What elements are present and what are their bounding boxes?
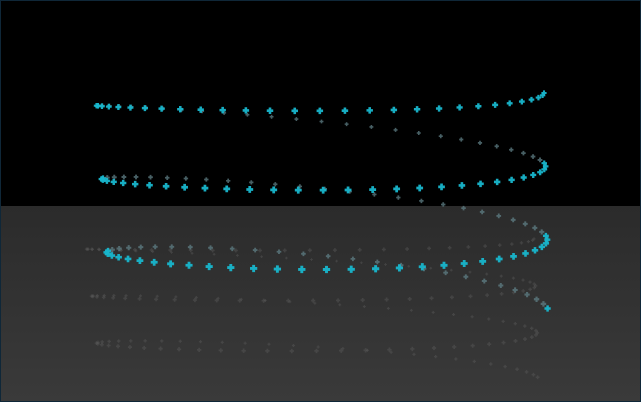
helix-scene — [1, 1, 641, 402]
3d-viewport[interactable] — [0, 0, 641, 402]
